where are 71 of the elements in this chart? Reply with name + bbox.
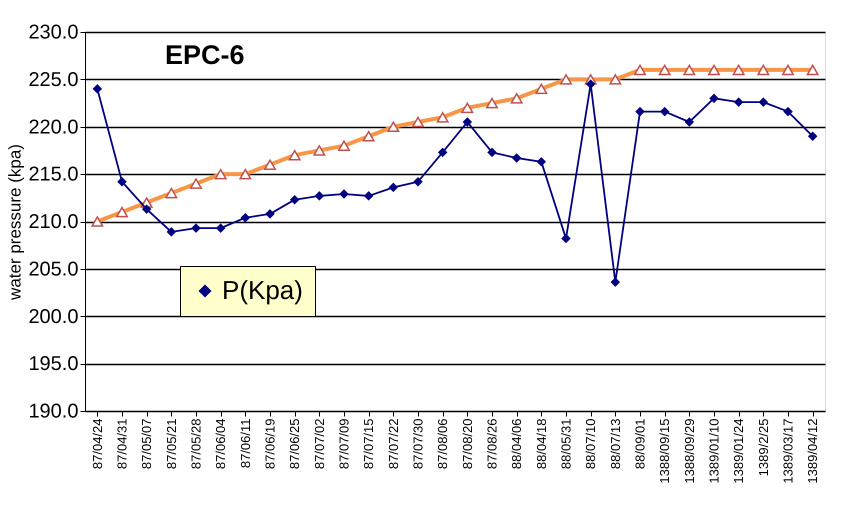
x-tick-label: 87/06/19: [262, 418, 278, 470]
point: [265, 209, 275, 219]
point: [216, 223, 226, 233]
y-tick-label: 210.0: [28, 211, 78, 233]
point: [142, 204, 152, 214]
y-tick-label: 190.0: [28, 400, 78, 422]
x-tick-label: 87/07/30: [410, 418, 426, 470]
x-tick-label: 1389/2/25: [756, 418, 771, 476]
point: [660, 106, 670, 116]
x-tick-label: 87/08/26: [484, 418, 500, 470]
x-tick-label: 88/07/10: [583, 418, 598, 470]
point: [536, 157, 546, 167]
point: [364, 191, 374, 201]
x-tick-label: 87/08/20: [460, 418, 475, 470]
x-tick-label: 87/05/07: [139, 418, 154, 470]
point: [339, 189, 349, 199]
y-axis-title: water pressure (kpa): [5, 144, 24, 301]
point: [314, 191, 324, 201]
point: [462, 117, 472, 127]
y-tick-label: 220.0: [28, 116, 78, 138]
point: [388, 182, 398, 192]
point: [635, 106, 645, 116]
y-tick-label: 200.0: [28, 306, 78, 328]
x-tick-label: 87/06/11: [238, 418, 253, 468]
point: [734, 97, 744, 107]
x-tick-label: 87/08/06: [435, 418, 450, 470]
point: [240, 212, 250, 222]
x-tick-label: 1389/03/17: [780, 418, 796, 484]
x-tick-label: 88/05/31: [558, 418, 574, 470]
x-tick-label: 87/07/15: [361, 418, 376, 470]
x-tick-label: 87/07/09: [336, 418, 352, 470]
x-tick-label: 1388/09/29: [682, 418, 697, 484]
point: [561, 234, 571, 244]
point: [808, 131, 818, 141]
point: [684, 117, 694, 127]
x-tick-label: 88/07/13: [608, 418, 623, 470]
point: [758, 97, 768, 107]
y-tick-label: 225.0: [28, 68, 78, 91]
x-tick-label: 1389/04/12: [805, 418, 820, 484]
x-tick-label: 1389/01/10: [706, 418, 722, 484]
point: [413, 176, 423, 186]
point: [92, 84, 102, 94]
x-tick-label: 1388/09/15: [657, 418, 672, 484]
x-tick-label: 87/04/31: [114, 418, 130, 470]
x-tick-label: 87/05/28: [188, 418, 204, 470]
point: [487, 148, 497, 158]
legend-label: P(Kpa): [222, 275, 303, 305]
x-tick-label: 87/07/22: [386, 418, 401, 470]
point: [610, 277, 620, 287]
y-tick-label: 215.0: [28, 164, 78, 186]
y-tick-label: 205.0: [28, 258, 78, 280]
x-tick-label: 1389/01/24: [731, 418, 746, 484]
point: [709, 94, 719, 104]
x-tick-label: 88/09/01: [632, 418, 648, 470]
point: [438, 148, 448, 158]
x-tick-label: 87/04/24: [90, 418, 105, 470]
point: [166, 227, 176, 237]
x-tick-label: 87/06/04: [213, 418, 228, 470]
x-tick-label: 87/06/25: [287, 418, 302, 470]
point: [290, 194, 300, 204]
y-tick-label: 195.0: [28, 353, 78, 376]
x-tick-label: 88/04/06: [509, 418, 524, 470]
x-tick-label: 88/04/18: [534, 418, 549, 470]
point: [191, 223, 201, 233]
point: [512, 153, 522, 163]
point: [783, 106, 793, 116]
x-tick-label: 87/05/21: [164, 418, 179, 470]
point: [117, 176, 127, 186]
chart-title: EPC-6: [165, 40, 245, 70]
x-tick-label: 87/07/02: [312, 418, 327, 470]
y-tick-label: 230.0: [28, 22, 78, 44]
